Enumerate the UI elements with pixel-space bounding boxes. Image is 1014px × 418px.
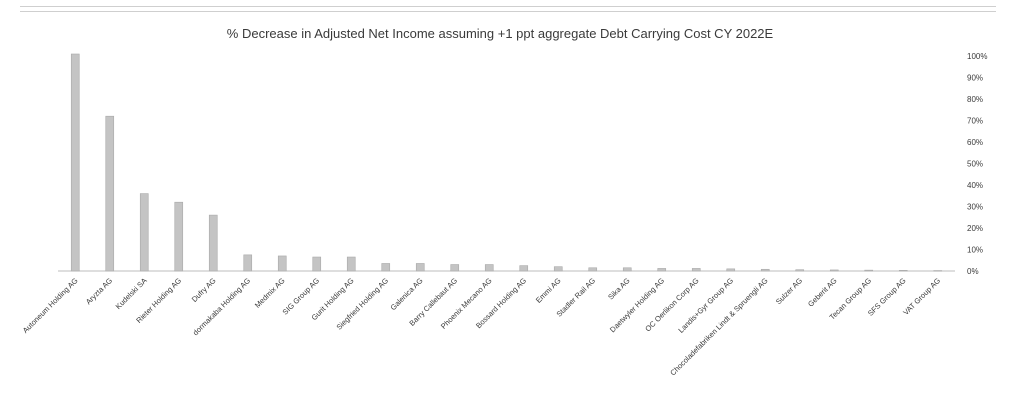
y-tick-label: 30% [967, 203, 983, 212]
x-tick-label: Sika AG [606, 276, 632, 302]
bar-landis-gyr-group-ag [726, 268, 736, 272]
x-tick-label: Aryzta AG [84, 276, 114, 306]
bar-kudelski-sa [139, 193, 149, 272]
y-tick-label: 10% [967, 246, 983, 255]
x-tick-label: Autoneum Holding AG [21, 276, 80, 335]
bar-phoenix-mecano-ag [484, 264, 494, 272]
x-tick-label: VAT Group AG [901, 276, 942, 317]
bar-dormakaba-holding-ag [243, 254, 253, 272]
bar-medmix-ag [277, 255, 287, 272]
y-tick-label: 80% [967, 95, 983, 104]
bar-emmi-ag [553, 266, 563, 272]
plot-area: 0% 10% 20% 30% 40% 50% 60% 70% 80% 90% 100% Autoneu… [21, 52, 988, 377]
bar-dufry-ag [208, 214, 218, 272]
bar-sig-group-ag [312, 256, 322, 272]
x-tick-label: Geberit AG [806, 276, 839, 309]
x-tick-label: Kudelski SA [114, 276, 149, 311]
y-tick-label: 50% [967, 160, 983, 169]
bar-chocoladefabriken-lindt-spruengli-ag [760, 268, 770, 272]
y-tick-label: 70% [967, 117, 983, 126]
top-rule-line [20, 6, 996, 7]
bar-tecan-group-ag [864, 269, 874, 272]
bar-aryzta-ag [105, 115, 115, 272]
bar-autoneum-holding-ag [70, 53, 80, 272]
x-tick-label: dormakaba Holding AG [191, 276, 252, 337]
y-tick-label: 0% [967, 267, 979, 276]
y-tick-label: 60% [967, 138, 983, 147]
x-tick-label: Sulzer AG [774, 276, 804, 306]
bar-vat-group-ag [933, 270, 943, 272]
x-tick-label: Emmi AG [534, 276, 563, 305]
bar-sika-ag [622, 267, 632, 272]
bar-sulzer-ag [795, 269, 805, 272]
bar-geberit-ag [829, 269, 839, 272]
bar-rieter-holding-ag [174, 201, 184, 272]
bar-daetwyler-holding-ag [657, 268, 667, 272]
chart-title: % Decrease in Adjusted Net Income assumi… [227, 26, 774, 41]
x-tick-label: Galenica AG [389, 276, 425, 312]
bar-bossard-holding-ag [519, 265, 529, 272]
y-tick-label: 40% [967, 181, 983, 190]
bar-stadler-rail-ag [588, 267, 598, 272]
x-tick-label: Dufry AG [190, 276, 218, 304]
bar-gurit-holding-ag [346, 256, 356, 272]
y-tick-label: 90% [967, 74, 983, 83]
bar-barry-callebaut-ag [450, 264, 460, 272]
bar-sfs-group-ag [898, 270, 908, 272]
top-rule-line-secondary [20, 11, 996, 12]
y-tick-label: 100% [967, 52, 987, 61]
bar-siegfried-holding-ag [381, 263, 391, 272]
bar-galenica-ag [415, 263, 425, 272]
x-tick-label: Medmix AG [253, 276, 287, 310]
bar-oc-oerlikon-corp-ag [691, 268, 701, 272]
y-tick-label: 20% [967, 224, 983, 233]
